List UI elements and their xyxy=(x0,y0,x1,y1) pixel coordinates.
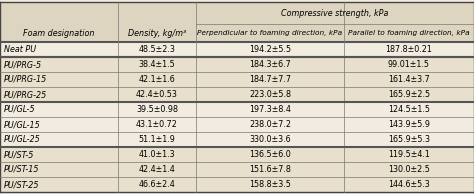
Bar xyxy=(196,2,344,24)
Text: 124.5±1.5: 124.5±1.5 xyxy=(388,105,430,114)
Bar xyxy=(344,57,474,72)
Bar xyxy=(196,177,344,192)
Bar xyxy=(344,2,474,24)
Text: 48.5±2.3: 48.5±2.3 xyxy=(138,45,175,54)
Bar xyxy=(196,102,344,117)
Bar xyxy=(196,117,344,132)
Bar xyxy=(118,147,196,162)
Text: 42.1±1.6: 42.1±1.6 xyxy=(138,75,175,84)
Bar xyxy=(0,177,118,192)
Bar xyxy=(118,72,196,87)
Text: Parallel to foaming direction, kPa: Parallel to foaming direction, kPa xyxy=(348,30,470,36)
Text: 165.9±2.5: 165.9±2.5 xyxy=(388,90,430,99)
Bar xyxy=(0,2,118,42)
Bar xyxy=(118,42,196,57)
Bar xyxy=(118,2,196,42)
Bar xyxy=(0,102,118,117)
Bar xyxy=(344,147,474,162)
Text: PU/ST-5: PU/ST-5 xyxy=(4,150,35,159)
Text: PU/PRG-15: PU/PRG-15 xyxy=(4,75,47,84)
Bar xyxy=(118,2,196,24)
Text: 187.8±0.21: 187.8±0.21 xyxy=(385,45,432,54)
Text: 99.01±1.5: 99.01±1.5 xyxy=(388,60,430,69)
Bar xyxy=(118,117,196,132)
Text: 223.0±5.8: 223.0±5.8 xyxy=(249,90,291,99)
Bar xyxy=(344,87,474,102)
Bar xyxy=(344,24,474,42)
Text: 42.4±1.4: 42.4±1.4 xyxy=(138,165,175,174)
Text: 165.9±5.3: 165.9±5.3 xyxy=(388,135,430,144)
Bar xyxy=(0,132,118,147)
Text: 144.6±5.3: 144.6±5.3 xyxy=(388,180,430,189)
Text: 184.3±6.7: 184.3±6.7 xyxy=(249,60,291,69)
Text: 330.0±3.6: 330.0±3.6 xyxy=(249,135,291,144)
Text: Neat PU: Neat PU xyxy=(4,45,36,54)
Bar xyxy=(196,72,344,87)
Bar xyxy=(196,147,344,162)
Bar xyxy=(196,57,344,72)
Bar xyxy=(344,162,474,177)
Bar xyxy=(118,87,196,102)
Text: 46.6±2.4: 46.6±2.4 xyxy=(138,180,175,189)
Text: 184.7±7.7: 184.7±7.7 xyxy=(249,75,291,84)
Bar xyxy=(118,177,196,192)
Bar xyxy=(196,24,344,42)
Bar xyxy=(344,42,474,57)
Bar xyxy=(118,162,196,177)
Text: Foam designation: Foam designation xyxy=(23,29,95,37)
Bar xyxy=(344,72,474,87)
Text: PU/PRG-5: PU/PRG-5 xyxy=(4,60,42,69)
Bar xyxy=(0,162,118,177)
Text: 130.0±2.5: 130.0±2.5 xyxy=(388,165,430,174)
Bar xyxy=(344,132,474,147)
Bar xyxy=(118,132,196,147)
Text: PU/GL-5: PU/GL-5 xyxy=(4,105,36,114)
Text: 43.1±0.72: 43.1±0.72 xyxy=(136,120,178,129)
Text: Density, kg/m³: Density, kg/m³ xyxy=(128,29,186,37)
Text: PU/GL-25: PU/GL-25 xyxy=(4,135,41,144)
Bar xyxy=(0,57,118,72)
Bar xyxy=(196,132,344,147)
Bar xyxy=(196,42,344,57)
Bar xyxy=(118,102,196,117)
Text: 197.3±8.4: 197.3±8.4 xyxy=(249,105,291,114)
Bar xyxy=(196,87,344,102)
Text: PU/GL-15: PU/GL-15 xyxy=(4,120,41,129)
Text: 161.4±3.7: 161.4±3.7 xyxy=(388,75,430,84)
Text: 136.5±6.0: 136.5±6.0 xyxy=(249,150,291,159)
Bar xyxy=(0,87,118,102)
Text: 194.2±5.5: 194.2±5.5 xyxy=(249,45,291,54)
Text: PU/ST-25: PU/ST-25 xyxy=(4,180,39,189)
Text: 238.0±7.2: 238.0±7.2 xyxy=(249,120,291,129)
Text: Perpendicular to foaming direction, kPa: Perpendicular to foaming direction, kPa xyxy=(198,30,343,36)
Text: 42.4±0.53: 42.4±0.53 xyxy=(136,90,178,99)
Text: 41.0±1.3: 41.0±1.3 xyxy=(139,150,175,159)
Bar xyxy=(344,117,474,132)
Text: 39.5±0.98: 39.5±0.98 xyxy=(136,105,178,114)
Bar xyxy=(196,162,344,177)
Bar xyxy=(0,117,118,132)
Text: 119.5±4.1: 119.5±4.1 xyxy=(388,150,430,159)
Bar xyxy=(0,42,118,57)
Text: 38.4±1.5: 38.4±1.5 xyxy=(138,60,175,69)
Bar xyxy=(344,102,474,117)
Text: 151.6±7.8: 151.6±7.8 xyxy=(249,165,291,174)
Bar xyxy=(0,2,118,24)
Bar xyxy=(0,72,118,87)
Text: 51.1±1.9: 51.1±1.9 xyxy=(138,135,175,144)
Text: 143.9±5.9: 143.9±5.9 xyxy=(388,120,430,129)
Text: Compressive strength, kPa: Compressive strength, kPa xyxy=(281,9,389,17)
Text: PU/PRG-25: PU/PRG-25 xyxy=(4,90,47,99)
Text: PU/ST-15: PU/ST-15 xyxy=(4,165,39,174)
Bar xyxy=(0,147,118,162)
Bar xyxy=(344,177,474,192)
Text: 158.8±3.5: 158.8±3.5 xyxy=(249,180,291,189)
Bar xyxy=(118,57,196,72)
